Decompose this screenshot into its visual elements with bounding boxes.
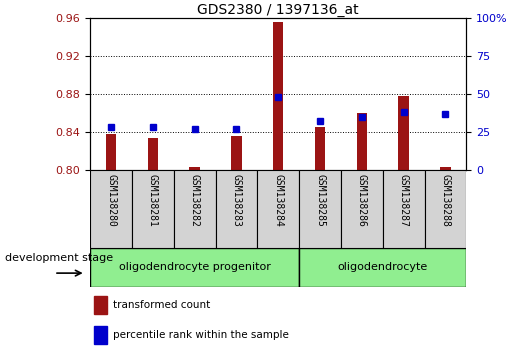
Bar [90,170,132,248]
Bar [341,170,383,248]
Text: GSM138285: GSM138285 [315,174,325,227]
Bar [216,170,258,248]
Bar [94,296,107,314]
Bar [174,170,216,248]
Bar [106,134,116,170]
Bar [299,248,466,287]
Bar [315,127,325,170]
Bar [189,167,200,170]
Text: development stage: development stage [5,252,113,263]
Text: oligodendrocyte: oligodendrocyte [338,262,428,272]
Bar [357,113,367,170]
Title: GDS2380 / 1397136_at: GDS2380 / 1397136_at [198,3,359,17]
Bar [440,167,450,170]
Text: percentile rank within the sample: percentile rank within the sample [113,330,288,341]
Text: transformed count: transformed count [113,300,210,310]
Bar [399,96,409,170]
Text: GSM138284: GSM138284 [273,174,283,227]
Bar [383,170,425,248]
Text: GSM138287: GSM138287 [399,174,409,227]
Text: GSM138283: GSM138283 [232,174,242,227]
Bar [94,326,107,344]
Text: GSM138286: GSM138286 [357,174,367,227]
Bar [147,138,158,170]
Text: GSM138282: GSM138282 [190,174,200,227]
Bar [231,136,242,170]
Text: GSM138280: GSM138280 [106,174,116,227]
Bar [273,22,284,170]
Bar [425,170,466,248]
Bar [258,170,299,248]
Text: GSM138281: GSM138281 [148,174,158,227]
Text: GSM138288: GSM138288 [440,174,450,227]
Bar [132,170,174,248]
Bar [299,170,341,248]
Bar [90,248,299,287]
Text: oligodendrocyte progenitor: oligodendrocyte progenitor [119,262,271,272]
